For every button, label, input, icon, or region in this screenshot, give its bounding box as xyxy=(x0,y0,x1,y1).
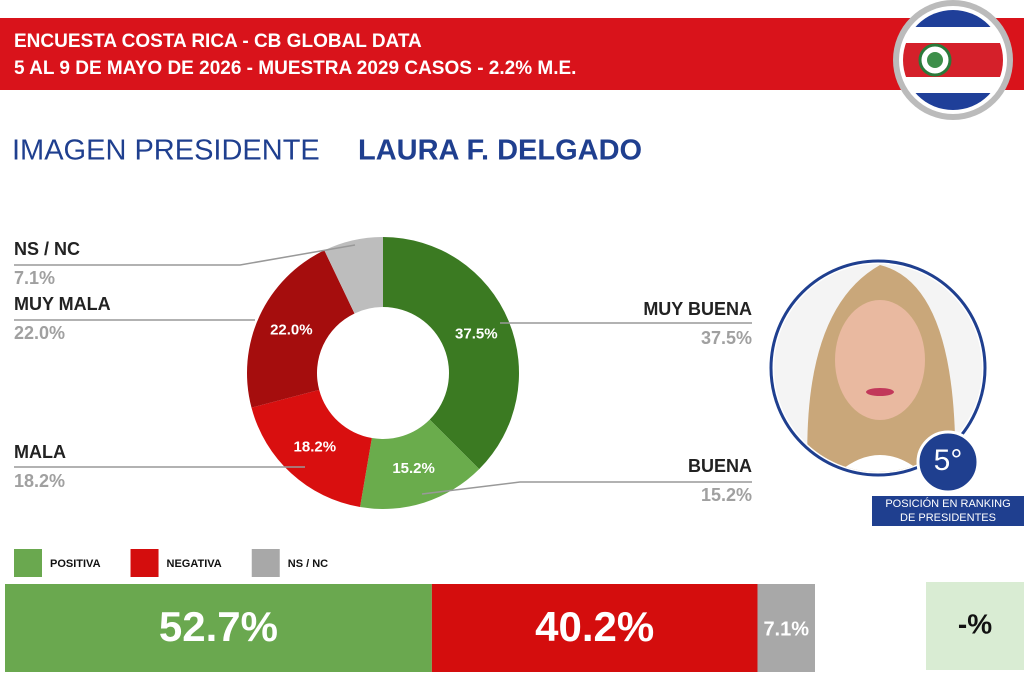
header-line1: ENCUESTA COSTA RICA - CB GLOBAL DATA xyxy=(14,31,422,52)
ranking-caption: DE PRESIDENTES xyxy=(900,512,996,524)
portrait: 5° POSICIÓN EN RANKING DE PRESIDENTES xyxy=(769,259,1024,526)
flag xyxy=(893,0,1013,120)
slice-label: 22.0% xyxy=(270,322,313,339)
donut-slice xyxy=(251,389,372,508)
legend-swatch xyxy=(251,549,280,577)
stacked-bar-segment xyxy=(5,584,432,672)
legend-value: 15.2% xyxy=(701,485,752,505)
legend-name: MALA xyxy=(14,442,66,462)
legend-value: 37.5% xyxy=(701,328,752,348)
heading-label: IMAGEN PRESIDENTE xyxy=(12,135,320,167)
slice-label: 18.2% xyxy=(294,438,337,455)
legend-label: NEGATIVA xyxy=(167,558,222,570)
header-line2: 5 AL 9 DE MAYO DE 2026 - MUESTRA 2029 CA… xyxy=(14,58,576,79)
donut-slice xyxy=(383,237,519,470)
donut-slice xyxy=(246,250,355,408)
donut-slice xyxy=(360,419,480,509)
donut-slice xyxy=(324,237,383,314)
bar-label: 52.7% xyxy=(159,603,278,650)
callout-line xyxy=(14,244,356,266)
ranking-position: 5° xyxy=(934,444,963,477)
heading-name: LAURA F. DELGADO xyxy=(358,135,642,167)
stacked-bar-segment xyxy=(431,584,758,672)
legend-name: BUENA xyxy=(688,456,752,476)
callout-line xyxy=(421,481,752,495)
ranking-caption: POSICIÓN EN RANKING xyxy=(885,497,1010,510)
legend-swatch xyxy=(130,549,159,577)
legend-name: NS / NC xyxy=(14,239,80,259)
legend-name: MUY MALA xyxy=(14,294,111,314)
legend-name: MUY BUENA xyxy=(643,299,752,319)
legend-value: 7.1% xyxy=(14,268,55,288)
legend-label: NS / NC xyxy=(288,558,328,570)
bar-label: 40.2% xyxy=(535,603,654,650)
legend-swatch xyxy=(14,549,42,577)
bar-label: 7.1% xyxy=(763,618,809,640)
header-band xyxy=(0,18,1024,90)
change-value: -% xyxy=(958,608,992,639)
legend-value: 18.2% xyxy=(14,471,65,491)
change-box xyxy=(926,582,1024,670)
slice-label: 15.2% xyxy=(392,460,435,477)
legend-label: POSITIVA xyxy=(50,558,101,570)
stacked-bar-segment xyxy=(757,584,815,672)
legend-value: 22.0% xyxy=(14,323,65,343)
slice-label: 37.5% xyxy=(455,325,498,342)
